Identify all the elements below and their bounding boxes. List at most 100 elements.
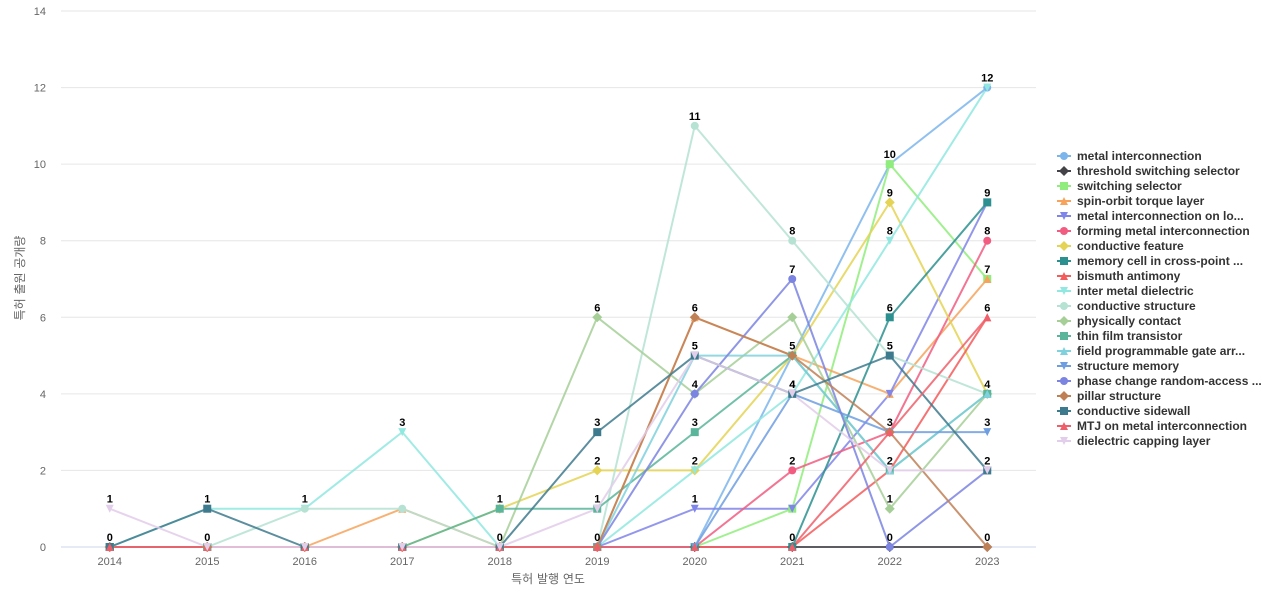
data-label-thin-film-transistor: 1 <box>497 494 503 506</box>
data-point-dielectric-capping-layer[interactable] <box>690 351 699 360</box>
data-point-conductive-structure[interactable] <box>690 121 699 130</box>
series-lines <box>109 86 989 548</box>
legend-item-switching-selector[interactable]: switching selector <box>1057 179 1182 193</box>
legend-item-memory-cell-in-cross-point[interactable]: memory cell in cross-point ... <box>1057 254 1243 268</box>
legend-marker <box>1060 182 1068 190</box>
data-point-forming-metal-interconnection[interactable] <box>983 236 992 245</box>
legend-item-inter-metal-dielectric[interactable]: inter metal dielectric <box>1057 284 1194 298</box>
data-point-thin-film-transistor[interactable] <box>495 504 504 513</box>
legend-item-structure-memory[interactable]: structure memory <box>1057 359 1179 373</box>
data-point-metal-interconnection-on-lo[interactable] <box>788 504 797 513</box>
data-label-phase-change-random-access: 0 <box>887 532 893 544</box>
data-point-phase-change-random-access[interactable] <box>788 275 797 283</box>
data-label-metal-interconnection-on-lo: 1 <box>692 494 698 506</box>
data-point-forming-metal-interconnection[interactable] <box>788 466 797 475</box>
data-point-conductive-feature[interactable] <box>592 465 603 476</box>
legend-label: metal interconnection <box>1077 149 1202 163</box>
data-point-mtj-on-metal-interconnection[interactable] <box>885 428 894 437</box>
data-point-conductive-structure[interactable] <box>788 236 797 245</box>
legend-item-spin-orbit-torque-layer[interactable]: spin-orbit torque layer <box>1057 194 1205 208</box>
legend-item-phase-change-random-access[interactable]: phase change random-access ... <box>1057 374 1262 388</box>
legend-item-forming-metal-interconnection[interactable]: forming metal interconnection <box>1057 224 1250 238</box>
legend-item-dielectric-capping-layer[interactable]: dielectric capping layer <box>1057 434 1211 448</box>
data-point-phase-change-random-access[interactable] <box>885 543 894 551</box>
data-point-field-programmable-gate-arr[interactable] <box>983 389 992 398</box>
legend-item-physically-contact[interactable]: physically contact <box>1057 314 1181 328</box>
data-point-inter-metal-dielectric[interactable] <box>885 236 894 245</box>
data-point-dielectric-capping-layer[interactable] <box>593 504 602 513</box>
data-point-mtj-on-metal-interconnection[interactable] <box>788 543 797 551</box>
data-label-phase-change-random-access: 4 <box>692 379 699 391</box>
data-point-mtj-on-metal-interconnection[interactable] <box>105 543 114 551</box>
data-point-pillar-structure[interactable] <box>982 542 993 552</box>
x-axis-ticks: 2014 2015 2016 2017 2018 2019 2020 2021 2022 2023 <box>98 556 1000 568</box>
legend-item-thin-film-transistor[interactable]: thin film transistor <box>1057 329 1183 343</box>
data-label-conductive-feature: 2 <box>594 455 600 467</box>
data-point-mtj-on-metal-interconnection[interactable] <box>690 543 699 551</box>
legend-label: dielectric capping layer <box>1077 434 1211 448</box>
data-point-dielectric-capping-layer[interactable] <box>788 389 797 398</box>
data-point-phase-change-random-access[interactable] <box>690 389 699 398</box>
data-point-conductive-sidewall[interactable] <box>593 428 602 437</box>
data-point-physically-contact[interactable] <box>884 503 895 514</box>
data-label-spin-orbit-torque-layer: 7 <box>984 264 990 276</box>
data-point-inter-metal-dielectric[interactable] <box>983 83 992 92</box>
data-point-conductive-sidewall[interactable] <box>885 351 894 360</box>
data-label-thin-film-transistor: 1 <box>594 494 600 506</box>
legend-item-field-programmable-gate-arr[interactable]: field programmable gate arr... <box>1057 344 1245 358</box>
y-tick-label: 12 <box>34 83 46 95</box>
series-line-conductive-feature <box>109 201 989 548</box>
data-point-dielectric-capping-layer[interactable] <box>398 543 407 551</box>
data-point-pillar-structure[interactable] <box>787 350 798 361</box>
data-point-spin-orbit-torque-layer[interactable] <box>983 275 992 283</box>
legend-item-conductive-feature[interactable]: conductive feature <box>1057 239 1184 253</box>
data-label-structure-memory: 3 <box>984 417 990 429</box>
data-point-inter-metal-dielectric[interactable] <box>690 466 699 475</box>
legend-marker <box>1060 152 1068 160</box>
data-point-structure-memory[interactable] <box>983 428 992 437</box>
data-point-dielectric-capping-layer[interactable] <box>105 504 114 513</box>
data-label-inter-metal-dielectric: 8 <box>887 226 893 238</box>
data-label-pillar-structure: 0 <box>984 532 990 544</box>
data-point-metal-interconnection-on-lo[interactable] <box>885 389 894 398</box>
legend-item-threshold-switching-selector[interactable]: threshold switching selector <box>1057 164 1240 178</box>
data-point-conductive-structure[interactable] <box>300 504 309 513</box>
data-point-physically-contact[interactable] <box>592 312 603 323</box>
data-point-thin-film-transistor[interactable] <box>690 428 699 437</box>
y-tick-label: 8 <box>40 236 46 248</box>
x-tick-label: 2015 <box>195 556 219 568</box>
data-point-metal-interconnection-on-lo[interactable] <box>690 504 699 513</box>
legend-marker <box>1059 391 1069 401</box>
data-point-dielectric-capping-layer[interactable] <box>983 466 992 475</box>
data-point-pillar-structure[interactable] <box>689 312 700 323</box>
legend-item-conductive-sidewall[interactable]: conductive sidewall <box>1057 404 1190 418</box>
legend-label: spin-orbit torque layer <box>1077 194 1205 208</box>
data-point-dielectric-capping-layer[interactable] <box>495 543 504 551</box>
data-point-conductive-structure[interactable] <box>398 504 407 513</box>
data-point-conductive-sidewall[interactable] <box>203 504 212 513</box>
data-point-physically-contact[interactable] <box>787 312 798 323</box>
data-point-conductive-feature[interactable] <box>884 197 895 208</box>
data-point-dielectric-capping-layer[interactable] <box>885 466 894 475</box>
legend-item-conductive-structure[interactable]: conductive structure <box>1057 299 1196 313</box>
legend-marker <box>1060 332 1068 340</box>
data-point-memory-cell-in-cross-point[interactable] <box>983 198 992 207</box>
legend-label: forming metal interconnection <box>1077 224 1250 238</box>
data-point-mtj-on-metal-interconnection[interactable] <box>983 313 992 322</box>
legend-item-bismuth-antimony[interactable]: bismuth antimony <box>1057 269 1181 283</box>
data-label-dielectric-capping-layer: 1 <box>107 494 113 506</box>
legend-label: metal interconnection on lo... <box>1077 209 1244 223</box>
data-point-memory-cell-in-cross-point[interactable] <box>885 313 894 322</box>
data-point-dielectric-capping-layer[interactable] <box>300 543 309 551</box>
legend-item-pillar-structure[interactable]: pillar structure <box>1057 389 1161 403</box>
data-point-dielectric-capping-layer[interactable] <box>203 543 212 551</box>
data-label-forming-metal-interconnection: 8 <box>984 226 990 238</box>
data-point-mtj-on-metal-interconnection[interactable] <box>593 543 602 551</box>
data-point-switching-selector[interactable] <box>885 160 894 169</box>
data-point-inter-metal-dielectric[interactable] <box>398 428 407 437</box>
legend-item-mtj-on-metal-interconnection[interactable]: MTJ on metal interconnection <box>1057 419 1247 433</box>
data-label-metal-interconnection: 10 <box>884 149 896 161</box>
legend-item-metal-interconnection[interactable]: metal interconnection <box>1057 149 1202 163</box>
legend-item-metal-interconnection-on-lo[interactable]: metal interconnection on lo... <box>1057 209 1244 223</box>
